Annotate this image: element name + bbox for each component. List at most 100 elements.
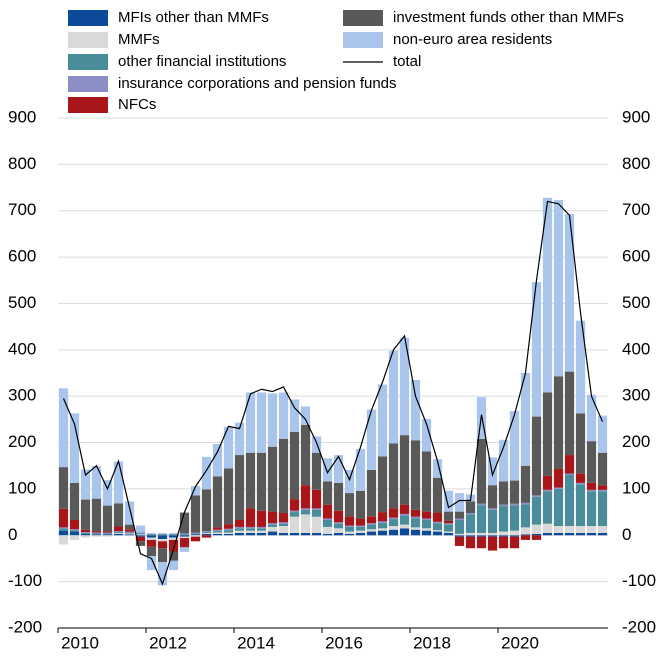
bar-segment	[322, 504, 333, 519]
y-tick-label: 600	[8, 247, 36, 266]
bar-segment	[311, 516, 322, 533]
bar-segment	[278, 438, 289, 514]
bar-segment	[179, 533, 190, 535]
bar-segment	[102, 533, 113, 535]
bar-segment	[553, 468, 564, 488]
bar-segment	[58, 528, 69, 531]
bar-segment	[377, 456, 388, 513]
bar-segment	[69, 531, 80, 536]
bar-segment	[267, 526, 278, 532]
bar-segment	[465, 513, 476, 515]
bar-segment	[289, 532, 300, 536]
bar-segment	[179, 534, 190, 536]
bar-segment	[289, 512, 300, 517]
bar-segment	[344, 531, 355, 534]
bar-segment	[201, 533, 212, 536]
bar-segment	[146, 537, 157, 540]
bar-segment	[388, 350, 399, 444]
bar-segment	[432, 477, 443, 513]
bar-segment	[201, 532, 212, 534]
x-tick-label: 2014	[237, 633, 275, 652]
bar-segment	[80, 533, 91, 536]
bar-segment	[421, 451, 432, 512]
bar-segment	[190, 534, 201, 536]
bar-segment	[333, 523, 344, 529]
legend-swatch	[343, 10, 383, 26]
bar-segment	[366, 531, 377, 536]
legend-label: non-euro area residents	[393, 31, 552, 48]
bar-segment	[388, 443, 399, 509]
bar-segment	[575, 482, 586, 485]
bar-segment	[91, 466, 102, 499]
bar-segment	[146, 534, 157, 536]
bar-segment	[476, 532, 487, 536]
y2-tick-label: -100	[622, 571, 656, 590]
bar-segment	[223, 528, 234, 531]
y-tick-label: 800	[8, 154, 36, 173]
bar-segment	[322, 481, 333, 505]
bar-segment	[190, 536, 201, 542]
bar-segment	[113, 526, 124, 532]
bar-segment	[553, 376, 564, 469]
bar-segment	[157, 534, 168, 536]
bar-segment	[190, 532, 201, 534]
bar-segment	[443, 531, 454, 533]
bar-segment	[509, 536, 520, 549]
bar-segment	[245, 392, 256, 453]
bar-segment	[124, 531, 135, 533]
bar-segment	[69, 413, 80, 483]
bar-segment	[487, 457, 498, 486]
bar-segment	[487, 535, 498, 537]
bar-segment	[223, 533, 234, 536]
bar-segment	[498, 531, 509, 536]
bar-segment	[58, 527, 69, 529]
bar-segment	[234, 422, 245, 456]
bar-segment	[355, 449, 366, 491]
bar-segment	[421, 511, 432, 519]
bar-segment	[410, 516, 421, 519]
bar-segment	[223, 532, 234, 534]
bar-segment	[421, 530, 432, 536]
bar-segment	[146, 546, 157, 557]
bar-segment	[333, 455, 344, 483]
bar-segment	[575, 473, 586, 483]
bar-segment	[102, 534, 113, 536]
bar-segment	[597, 452, 608, 486]
bar-segment	[355, 532, 366, 536]
bar-segment	[168, 534, 179, 536]
bar-segment	[432, 521, 443, 524]
bar-segment	[509, 480, 520, 504]
bar-segment	[234, 532, 245, 536]
bar-segment	[223, 426, 234, 469]
y2-tick-label: -200	[622, 617, 656, 636]
bar-segment	[157, 535, 168, 539]
bar-segment	[586, 394, 597, 442]
bar-segment	[256, 526, 267, 529]
bar-segment	[377, 530, 388, 536]
bar-segment	[157, 533, 168, 535]
bar-segment	[278, 526, 289, 533]
bar-segment	[421, 418, 432, 452]
bar-segment	[553, 488, 564, 526]
bar-segment	[465, 514, 476, 533]
bar-segment	[58, 467, 69, 509]
bar-segment	[135, 532, 146, 534]
bar-segment	[333, 532, 344, 536]
bar-segment	[212, 529, 223, 532]
bar-segment	[311, 532, 322, 536]
y-tick-label: 300	[8, 386, 36, 405]
bar-segment	[410, 527, 421, 530]
bar-segment	[168, 537, 179, 540]
bar-segment	[355, 490, 366, 519]
bar-segment	[234, 519, 245, 527]
bar-segment	[256, 528, 267, 531]
legend-swatch	[68, 76, 108, 92]
bar-segment	[124, 524, 135, 530]
bar-segment	[267, 524, 278, 527]
bar-segment	[432, 530, 443, 532]
bar-segment	[80, 535, 91, 538]
bar-segment	[267, 523, 278, 525]
bar-segment	[91, 531, 102, 533]
bar-segment	[168, 533, 179, 535]
bar-segment	[454, 535, 465, 537]
